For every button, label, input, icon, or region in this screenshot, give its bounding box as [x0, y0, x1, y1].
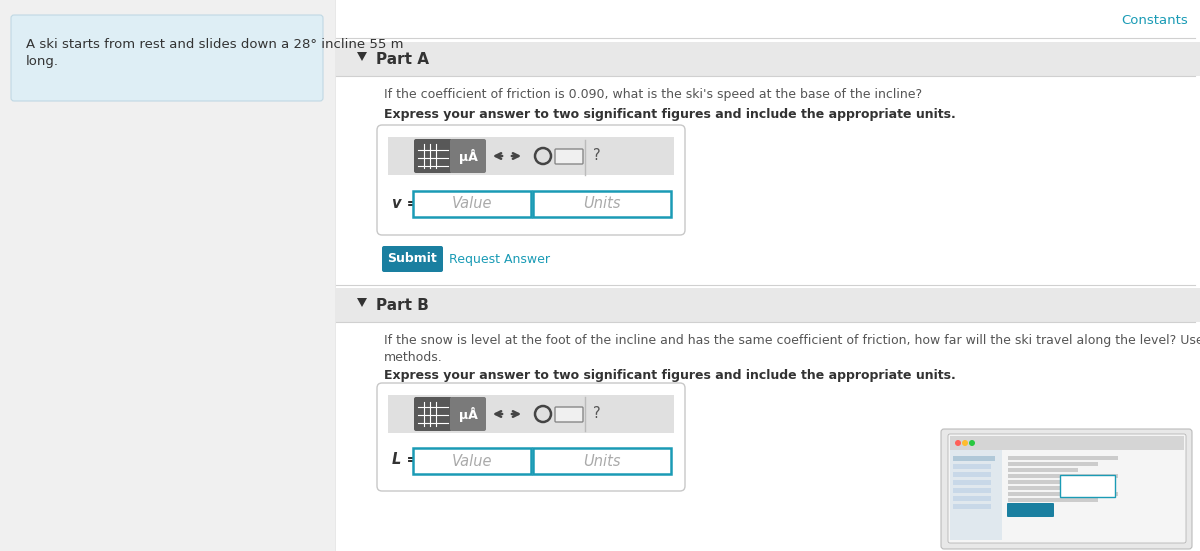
Text: ?: ?	[593, 407, 601, 422]
FancyBboxPatch shape	[1008, 468, 1078, 472]
FancyBboxPatch shape	[950, 450, 1002, 540]
FancyBboxPatch shape	[953, 504, 991, 509]
FancyBboxPatch shape	[948, 434, 1186, 543]
Text: methods.: methods.	[384, 351, 443, 364]
FancyBboxPatch shape	[533, 448, 671, 474]
Text: Units: Units	[583, 197, 620, 212]
FancyBboxPatch shape	[414, 397, 452, 431]
FancyBboxPatch shape	[953, 480, 991, 485]
Text: Express your answer to two significant figures and include the appropriate units: Express your answer to two significant f…	[384, 108, 955, 121]
FancyBboxPatch shape	[1008, 498, 1098, 502]
Text: L =: L =	[392, 452, 419, 467]
FancyBboxPatch shape	[450, 397, 486, 431]
Text: ?: ?	[593, 149, 601, 164]
Text: long.: long.	[26, 55, 59, 68]
FancyBboxPatch shape	[953, 456, 995, 461]
FancyBboxPatch shape	[382, 246, 443, 272]
Text: Submit: Submit	[388, 252, 437, 266]
Text: Value: Value	[451, 197, 492, 212]
Text: v =: v =	[392, 197, 419, 212]
FancyBboxPatch shape	[388, 395, 674, 433]
FancyBboxPatch shape	[377, 125, 685, 235]
Polygon shape	[358, 52, 367, 61]
FancyBboxPatch shape	[1008, 456, 1118, 460]
Text: Value: Value	[451, 453, 492, 468]
FancyBboxPatch shape	[336, 0, 1200, 551]
FancyBboxPatch shape	[953, 496, 991, 501]
FancyBboxPatch shape	[450, 139, 486, 173]
Polygon shape	[358, 298, 367, 307]
FancyBboxPatch shape	[533, 191, 671, 217]
Text: μÅ: μÅ	[458, 149, 478, 164]
FancyBboxPatch shape	[554, 407, 583, 422]
FancyBboxPatch shape	[953, 488, 991, 493]
Text: Constants: Constants	[1121, 14, 1188, 27]
FancyBboxPatch shape	[1007, 503, 1054, 517]
FancyBboxPatch shape	[1008, 486, 1078, 490]
FancyBboxPatch shape	[413, 448, 530, 474]
FancyBboxPatch shape	[414, 139, 452, 173]
FancyBboxPatch shape	[554, 149, 583, 164]
FancyBboxPatch shape	[953, 464, 991, 469]
FancyBboxPatch shape	[1008, 492, 1118, 496]
Text: If the snow is level at the foot of the incline and has the same coefficient of : If the snow is level at the foot of the …	[384, 334, 1200, 347]
Circle shape	[955, 440, 961, 446]
Text: Express your answer to two significant figures and include the appropriate units: Express your answer to two significant f…	[384, 369, 955, 382]
FancyBboxPatch shape	[1008, 462, 1098, 466]
FancyBboxPatch shape	[388, 137, 674, 175]
Text: Part B: Part B	[376, 298, 428, 312]
FancyBboxPatch shape	[1060, 475, 1115, 497]
Text: Units: Units	[583, 453, 620, 468]
Circle shape	[962, 440, 968, 446]
FancyBboxPatch shape	[336, 288, 1200, 322]
Text: Part A: Part A	[376, 51, 430, 67]
Text: μÅ: μÅ	[458, 407, 478, 422]
Text: If the coefficient of friction is 0.090, what is the ski's speed at the base of : If the coefficient of friction is 0.090,…	[384, 88, 922, 101]
FancyBboxPatch shape	[953, 472, 991, 477]
Circle shape	[970, 440, 974, 446]
FancyBboxPatch shape	[1008, 474, 1118, 478]
FancyBboxPatch shape	[413, 191, 530, 217]
Text: Request Answer: Request Answer	[449, 252, 550, 266]
Text: A ski starts from rest and slides down a 28° incline 55 m: A ski starts from rest and slides down a…	[26, 38, 403, 51]
FancyBboxPatch shape	[377, 383, 685, 491]
FancyBboxPatch shape	[1008, 480, 1098, 484]
FancyBboxPatch shape	[941, 429, 1192, 549]
FancyBboxPatch shape	[11, 15, 323, 101]
FancyBboxPatch shape	[336, 42, 1200, 76]
FancyBboxPatch shape	[950, 436, 1184, 450]
